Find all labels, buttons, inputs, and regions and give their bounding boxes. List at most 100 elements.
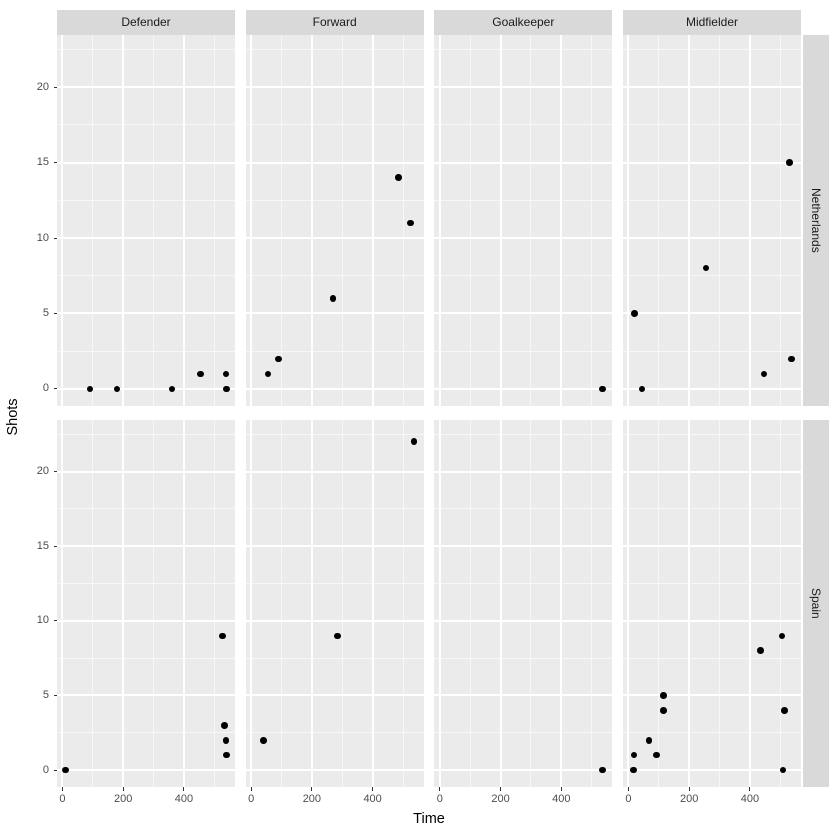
data-point [631, 310, 638, 317]
x-tick-mark [439, 787, 441, 791]
gridline-x-minor [402, 420, 404, 787]
gridline-x-minor [658, 420, 660, 787]
gridline-y-minor [622, 508, 801, 510]
gridline-y-major [434, 312, 613, 315]
gridline-y-major [434, 237, 613, 239]
data-point [702, 264, 710, 272]
x-tick-label: 200 [302, 793, 322, 805]
gridline-y-major [622, 312, 801, 315]
y-tick-label: 20 [36, 80, 49, 93]
gridline-y-major [245, 312, 424, 315]
gridline-y-major [245, 545, 424, 548]
gridline-x-major [560, 35, 563, 406]
gridline-y-major [245, 161, 424, 164]
data-point [410, 438, 418, 445]
gridline-y-major [245, 769, 424, 772]
x-tick-label: 200 [114, 793, 133, 805]
data-point [630, 766, 637, 774]
gridline-x-minor [469, 420, 471, 787]
gridline-y-major [434, 86, 613, 89]
gridline-y-major [57, 237, 235, 239]
data-point [599, 385, 606, 393]
x-tick-label: 0 [59, 793, 66, 805]
data-point [778, 632, 786, 639]
gridline-x-minor [280, 420, 282, 787]
gridline-y-major [57, 619, 235, 622]
gridline-y-minor [434, 124, 613, 126]
data-point [168, 385, 176, 393]
gridline-x-minor [530, 35, 532, 406]
gridline-y-major [622, 86, 801, 89]
data-point [222, 737, 230, 744]
gridline-y-minor [245, 732, 424, 734]
gridline-y-major [57, 161, 235, 164]
facet-strip-midfielder: Midfielder [622, 10, 801, 35]
gridline-x-major [499, 420, 502, 787]
gridline-x-major [61, 420, 64, 787]
gridline-y-minor [622, 124, 801, 126]
gridline-y-major [57, 694, 235, 697]
gridline-x-minor [591, 35, 593, 406]
gridline-x-major [371, 420, 374, 787]
gridline-y-minor [622, 582, 801, 584]
gridline-y-minor [434, 433, 613, 435]
gridline-x-minor [779, 420, 781, 787]
data-point [221, 722, 228, 729]
y-tick-mark [53, 620, 57, 622]
x-tick-mark [372, 787, 374, 791]
data-point [781, 707, 788, 714]
gridline-y-major [57, 86, 235, 89]
data-point [197, 370, 204, 378]
panel-netherlands-defender [57, 35, 235, 406]
x-tick-mark [500, 787, 502, 791]
gridline-x-minor [341, 35, 343, 406]
x-tick-mark [560, 787, 562, 791]
gridline-x-major [627, 420, 630, 787]
y-tick-label: 15 [36, 539, 49, 552]
gridline-x-minor [92, 420, 94, 787]
gridline-y-minor [434, 732, 613, 734]
x-tick-mark [627, 787, 629, 791]
gridline-x-major [560, 420, 563, 787]
gridline-y-major [434, 769, 613, 772]
data-point [62, 766, 69, 774]
data-point [329, 295, 337, 302]
gridline-y-minor [57, 350, 235, 352]
panel-netherlands-midfielder [622, 35, 801, 406]
gridline-x-major [182, 35, 185, 406]
y-tick-label: 5 [42, 306, 49, 319]
gridline-x-major [310, 420, 313, 787]
panel-netherlands-forward [245, 35, 424, 406]
gridline-x-minor [213, 420, 215, 787]
facet-strip-forward: Forward [245, 10, 424, 35]
gridline-x-minor [153, 35, 155, 406]
gridline-x-minor [719, 420, 721, 787]
x-tick-label: 0 [436, 793, 443, 805]
x-tick-mark [311, 787, 313, 791]
y-tick-label: 0 [42, 763, 49, 776]
gridline-y-major [622, 769, 801, 772]
data-point [779, 766, 786, 774]
data-point [223, 385, 230, 393]
y-tick-label: 10 [36, 231, 49, 244]
y-tick-mark [53, 237, 57, 239]
y-tick-mark [53, 312, 57, 314]
gridline-x-minor [658, 35, 660, 406]
x-tick-mark [183, 787, 185, 791]
gridline-y-minor [434, 582, 613, 584]
gridline-y-minor [622, 732, 801, 734]
x-tick-mark [122, 787, 124, 791]
gridline-x-major [310, 35, 313, 406]
gridline-x-minor [779, 35, 781, 406]
gridline-y-minor [434, 350, 613, 352]
data-point [275, 355, 282, 362]
gridline-x-minor [591, 420, 593, 787]
gridline-y-major [57, 545, 235, 548]
y-tick-label: 0 [42, 382, 49, 395]
data-point [219, 632, 226, 639]
data-point [760, 370, 768, 378]
gridline-y-major [434, 387, 613, 390]
y-tick-mark [53, 471, 57, 472]
gridline-y-minor [434, 657, 613, 659]
